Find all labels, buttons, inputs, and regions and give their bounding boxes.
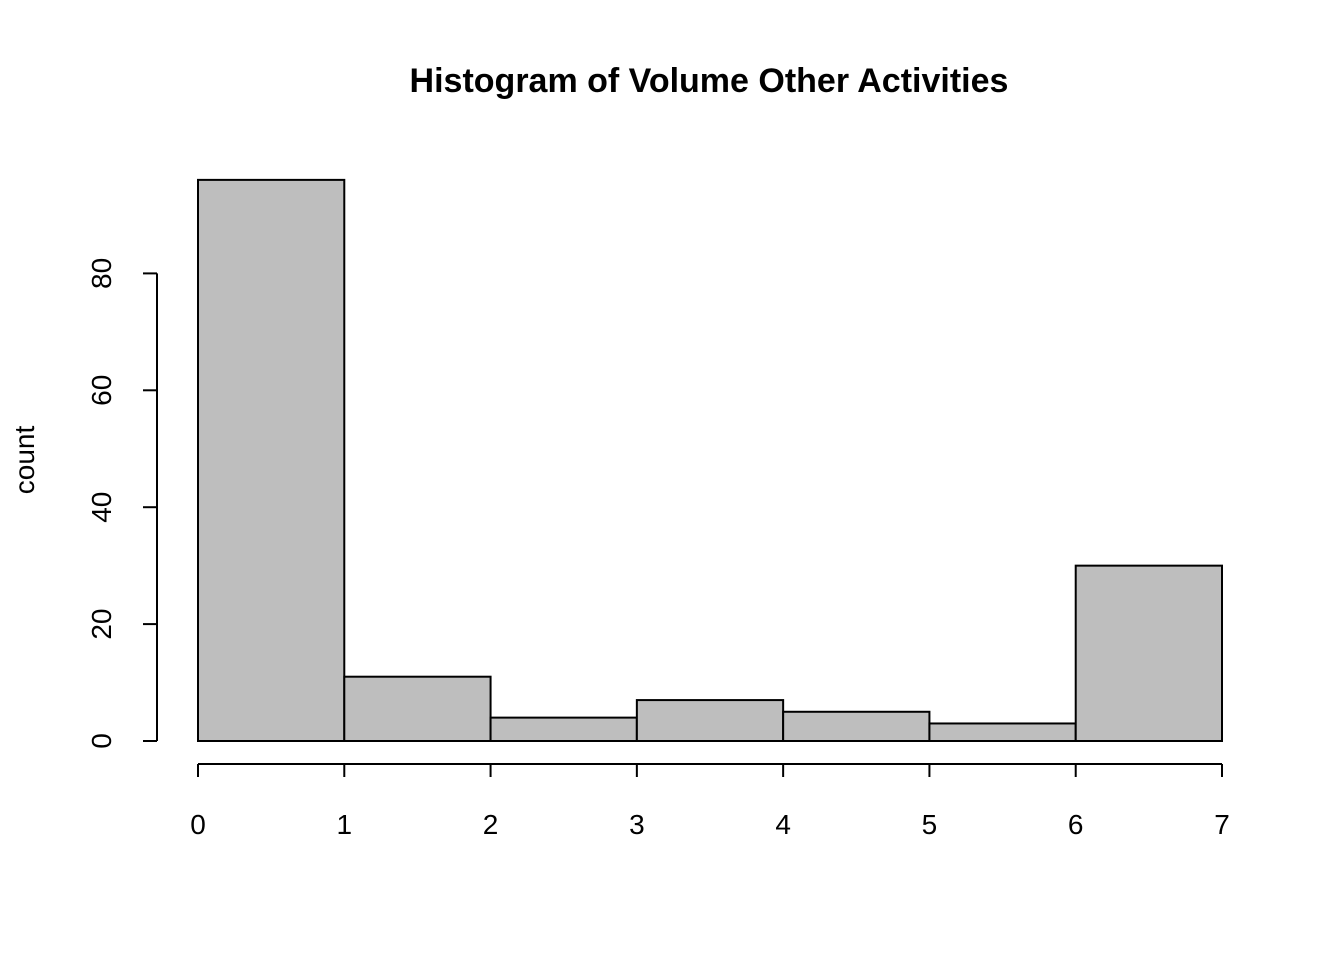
x-tick-label-4: 4 — [775, 809, 791, 840]
x-axis: 0 1 2 3 4 5 6 7 — [190, 763, 1230, 840]
y-axis: 0 20 40 60 80 — [86, 258, 158, 749]
x-tick-label-5: 5 — [922, 809, 938, 840]
x-tick-label-2: 2 — [483, 809, 499, 840]
y-axis-label: count — [9, 426, 40, 495]
x-tick-label-6: 6 — [1068, 809, 1084, 840]
y-tick-label-2: 40 — [86, 492, 117, 523]
x-tick-label-7: 7 — [1214, 809, 1230, 840]
histogram-bar-4 — [782, 710, 931, 743]
x-tick-label-0: 0 — [190, 809, 206, 840]
histogram-bar-2 — [489, 716, 638, 742]
histogram-bar-0 — [197, 178, 346, 742]
y-tick-label-1: 20 — [86, 609, 117, 640]
histogram-bar-5 — [928, 722, 1077, 743]
histogram-bar-3 — [635, 699, 785, 743]
x-tick-label-3: 3 — [629, 809, 645, 840]
histogram-bar-6 — [1074, 564, 1223, 743]
chart-title: Histogram of Volume Other Activities — [410, 62, 1009, 100]
bars-group — [197, 178, 1223, 743]
histogram-bar-1 — [343, 675, 492, 743]
y-tick-label-4: 80 — [86, 258, 117, 289]
x-tick-label-1: 1 — [336, 809, 352, 840]
y-tick-label-3: 60 — [86, 375, 117, 406]
y-tick-label-0: 0 — [86, 733, 117, 749]
